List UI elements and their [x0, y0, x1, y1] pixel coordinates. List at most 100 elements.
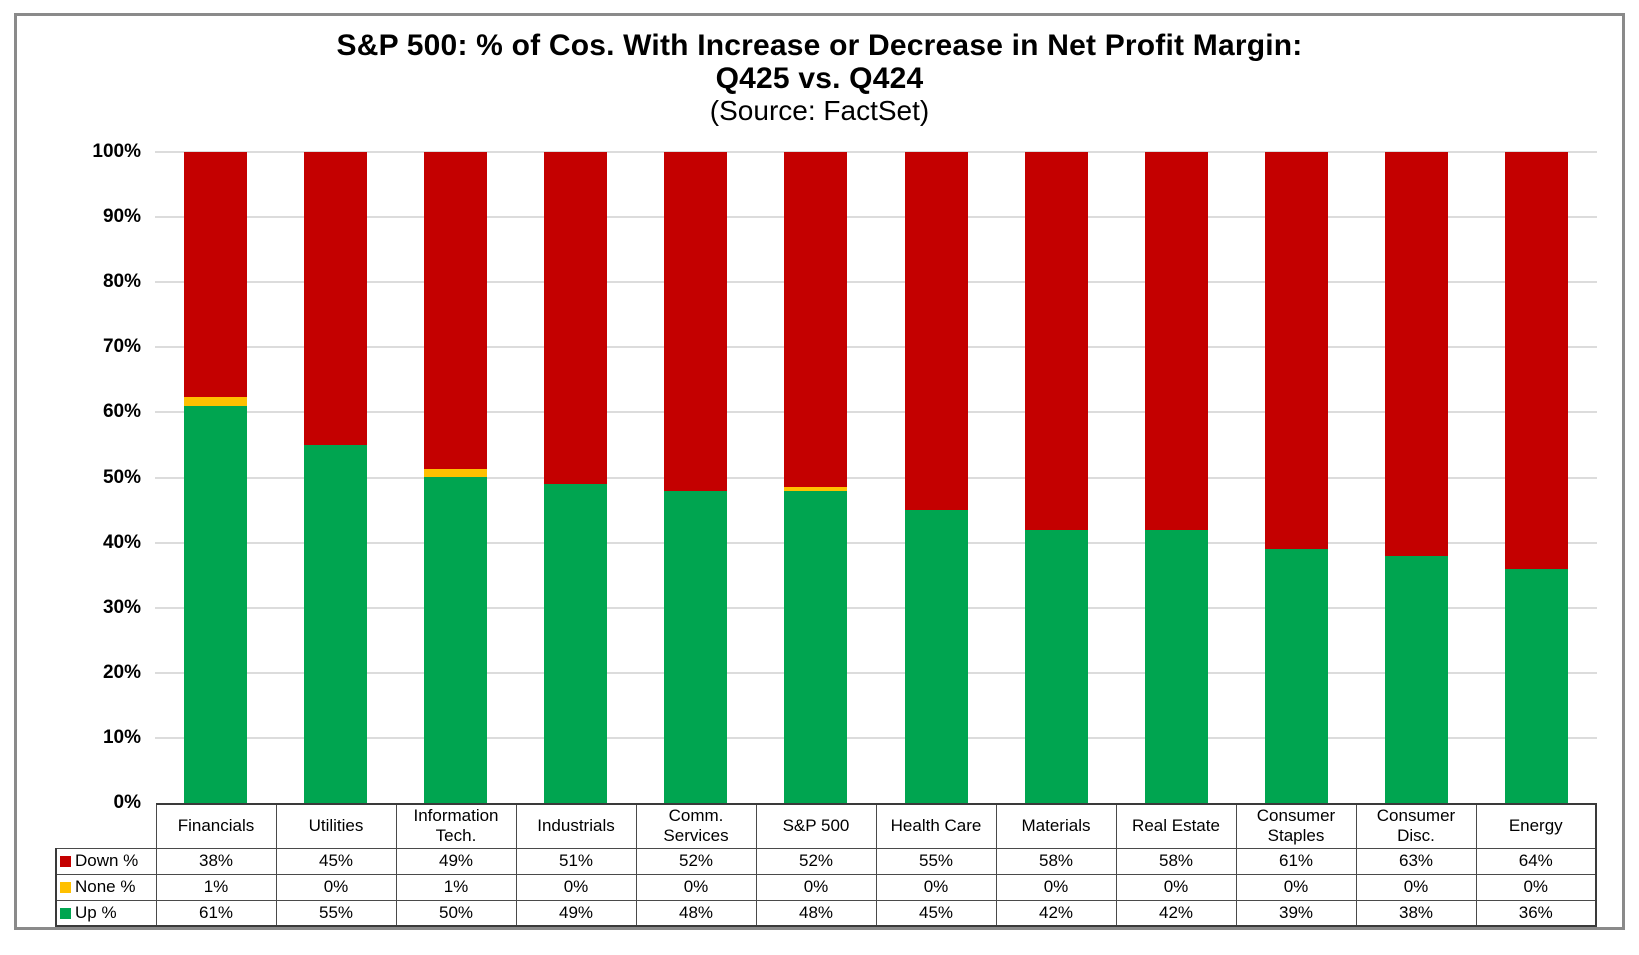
legend-cell-up: Up %	[55, 899, 157, 927]
bar-segment-down	[183, 152, 247, 398]
bar-health-care	[904, 152, 968, 803]
plot-area	[155, 151, 1597, 803]
value-cell: 52%	[635, 847, 757, 875]
value-cell: 39%	[1235, 899, 1357, 927]
y-axis-tick-label: 40%	[102, 531, 141, 553]
bar-financials	[183, 152, 247, 803]
gridline	[155, 411, 1597, 414]
legend-swatch-none	[60, 882, 71, 893]
legend-swatch-up	[60, 907, 71, 919]
bar-industrials	[544, 152, 608, 803]
y-axis-tick-label: 90%	[102, 206, 141, 228]
value-cell: 0%	[515, 873, 637, 901]
bar-segment-up	[784, 490, 848, 803]
bar-segment-up	[1265, 549, 1329, 803]
bar-segment-up	[904, 510, 968, 803]
bar-segment-down	[1505, 152, 1569, 569]
value-cell: 0%	[755, 873, 877, 901]
bar-segment-up	[423, 477, 487, 803]
value-cell: 51%	[515, 847, 637, 875]
bar-segment-down	[1265, 152, 1329, 550]
bar-segment-up	[544, 484, 608, 803]
y-axis-tick-label: 70%	[102, 336, 141, 358]
value-cell: 0%	[995, 873, 1117, 901]
gridline	[155, 151, 1597, 153]
bar-segment-down	[1385, 152, 1449, 556]
legend-swatch-down	[60, 856, 71, 867]
category-header: Information Tech.	[395, 803, 517, 849]
chart-frame: S&P 500: % of Cos. With Increase or Decr…	[14, 13, 1625, 930]
bar-materials	[1024, 152, 1088, 803]
bar-utilities	[303, 152, 367, 803]
value-cell: 38%	[1355, 899, 1477, 927]
category-header: Energy	[1475, 803, 1597, 849]
category-header: Comm. Services	[635, 803, 757, 849]
value-cell: 63%	[1355, 847, 1477, 875]
gridline	[155, 281, 1597, 284]
bar-comm-services	[664, 152, 728, 803]
bar-segment-down	[904, 152, 968, 511]
bar-segment-none	[183, 397, 247, 406]
category-header: Financials	[155, 803, 277, 849]
value-cell: 52%	[755, 847, 877, 875]
table-corner-blank	[56, 804, 156, 848]
chart-title-line1: S&P 500: % of Cos. With Increase or Decr…	[336, 29, 1303, 62]
table-header-row: Financials Utilities Information Tech. Indu…	[56, 803, 1597, 849]
bar-segment-down	[423, 152, 487, 470]
y-axis-tick-label: 10%	[102, 726, 141, 748]
table-row-none: None % 1% 0% 1% 0% 0% 0% 0% 0% 0% 0% 0% 0%	[55, 873, 1597, 901]
bar-segment-down	[784, 152, 848, 487]
category-header: Materials	[995, 803, 1117, 849]
bar-s-p-500	[784, 152, 848, 803]
data-table: Financials Utilities Information Tech. Indu…	[55, 803, 1597, 927]
category-header: Consumer Staples	[1235, 803, 1357, 849]
bar-segment-none	[423, 469, 487, 478]
value-cell: 58%	[1115, 847, 1237, 875]
bar-segment-down	[1144, 152, 1208, 530]
gridline	[155, 541, 1597, 544]
legend-label: None %	[75, 877, 136, 896]
y-axis-tick-label: 20%	[102, 661, 141, 683]
value-cell: 0%	[275, 873, 397, 901]
category-header: S&P 500	[755, 803, 877, 849]
legend-label: Up %	[75, 902, 117, 922]
y-axis-tick-label: 30%	[102, 596, 141, 618]
value-cell: 0%	[875, 873, 997, 901]
value-cell: 38%	[155, 847, 277, 875]
value-cell: 58%	[995, 847, 1117, 875]
value-cell: 45%	[875, 899, 997, 927]
bar-segment-down	[544, 152, 608, 484]
gridline	[155, 346, 1597, 349]
bar-information-tech	[423, 152, 487, 803]
bar-consumer-disc	[1385, 152, 1449, 803]
gridline	[155, 671, 1597, 674]
value-cell: 50%	[395, 899, 517, 927]
bar-segment-up	[1144, 529, 1208, 803]
bar-segment-down	[303, 152, 367, 445]
bar-segment-down	[664, 152, 728, 491]
bar-segment-up	[664, 490, 728, 803]
value-cell: 48%	[635, 899, 757, 927]
bar-segment-up	[1385, 555, 1449, 803]
value-cell: 1%	[395, 873, 517, 901]
title-block: S&P 500: % of Cos. With Increase or Decr…	[17, 29, 1622, 127]
value-cell: 1%	[155, 873, 277, 901]
y-axis-tick-label: 80%	[102, 271, 141, 293]
y-axis-tick-label: 60%	[102, 401, 141, 423]
value-cell: 0%	[1475, 873, 1597, 901]
bar-energy	[1505, 152, 1569, 803]
category-header: Real Estate	[1115, 803, 1237, 849]
chart-title-line2: Q425 vs. Q424	[715, 62, 924, 95]
bar-segment-up	[1024, 529, 1088, 803]
category-header: Consumer Disc.	[1355, 803, 1477, 849]
table-row-down: Down % 38% 45% 49% 51% 52% 52% 55% 58% 58% 61% 63% 6…	[55, 847, 1597, 875]
chart-source-line: (Source: FactSet)	[709, 95, 930, 126]
bar-segment-down	[1024, 152, 1088, 530]
value-cell: 42%	[1115, 899, 1237, 927]
value-cell: 0%	[1355, 873, 1477, 901]
y-axis-tick-label: 0%	[113, 792, 141, 813]
legend-cell-none: None %	[55, 873, 157, 901]
category-header: Industrials	[515, 803, 637, 849]
bar-consumer-staples	[1265, 152, 1329, 803]
